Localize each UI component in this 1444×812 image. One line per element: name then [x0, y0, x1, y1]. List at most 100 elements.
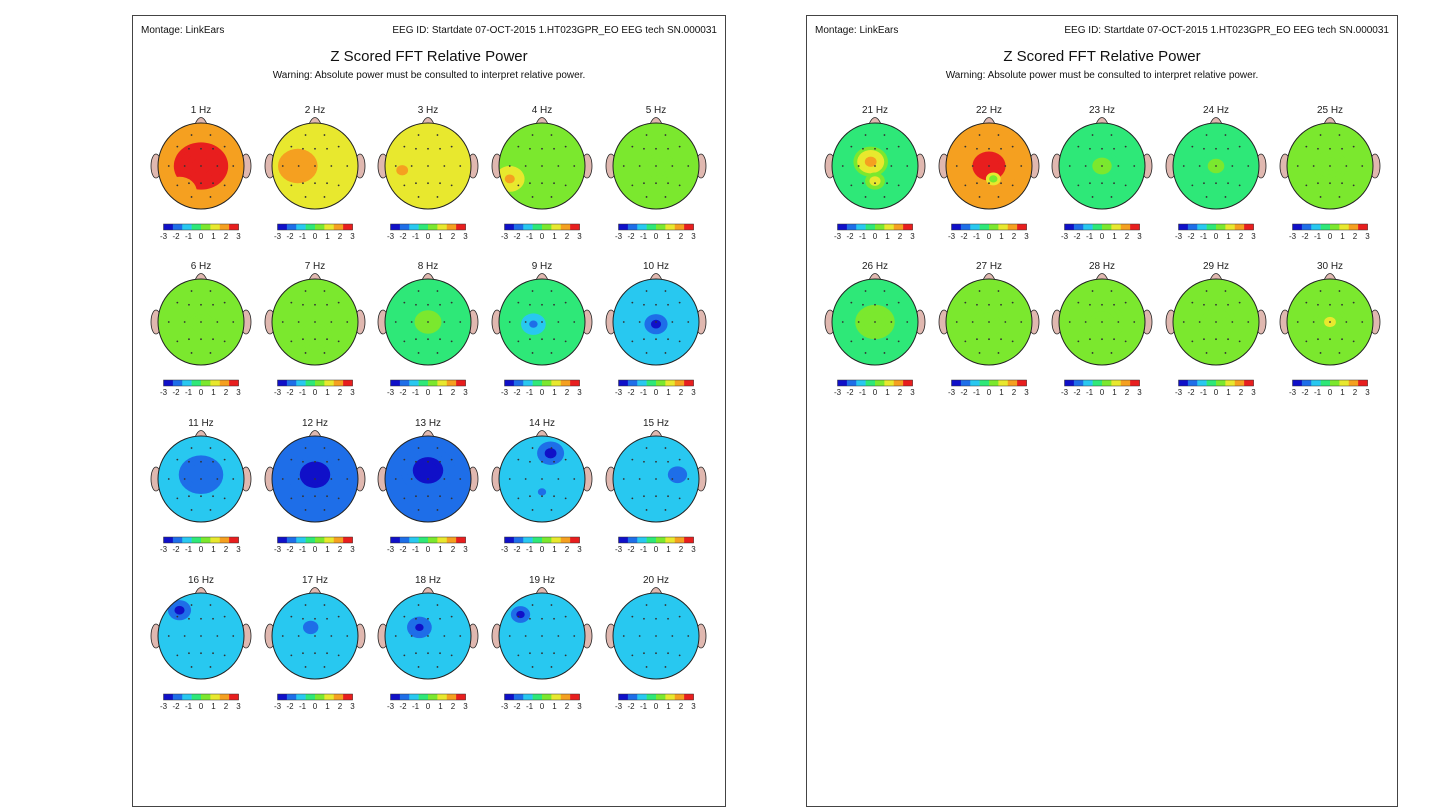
electrode-dot: [564, 654, 567, 657]
electrode-dot: [1247, 321, 1250, 323]
colorbar-segment: [1130, 224, 1140, 230]
map-region: [418, 462, 438, 479]
electrode-dot: [346, 635, 349, 637]
colorbar-tick-label: 0: [426, 232, 431, 241]
electrode-dot: [417, 352, 420, 354]
colorbar-tick-label: -1: [526, 702, 534, 711]
electrode-dot: [655, 165, 657, 167]
electrode-dot: [304, 666, 307, 668]
electrode-dot: [1227, 303, 1229, 306]
electrode-dot: [403, 301, 406, 304]
map-region: [396, 165, 409, 176]
electrode-dot: [1101, 338, 1103, 341]
electrode-dot: [638, 321, 641, 323]
electrode-dot: [886, 303, 888, 306]
colorbar-segment: [286, 380, 297, 386]
colorbar-frame: [1292, 379, 1368, 387]
colorbar-segment: [856, 224, 866, 230]
map-region: [650, 319, 662, 329]
colorbar-tick-label: -1: [640, 232, 648, 241]
electrode-dot: [1113, 303, 1115, 306]
colorbar-segment: [560, 694, 571, 700]
colorbar-segment: [884, 380, 895, 386]
colorbar-tick-label: 3: [691, 232, 696, 241]
electrode-dot: [190, 447, 193, 449]
report-page-1: Montage: LinkEars EEG ID: Startdate 07-O…: [132, 15, 726, 807]
electrode-dot: [643, 495, 645, 498]
electrode-dot: [302, 303, 304, 306]
electrode-dot: [850, 184, 853, 187]
topomap-15hz: 15 Hz -3 -2 -1 0 1 2 3: [605, 418, 707, 554]
topomap-grid-page-2: 21 Hz-3 -2 -1 0 1 2 322 Hz-3 -2 -1 0 1 2 323 Hz-3 -2-…: [824, 105, 1381, 397]
electrode-dot: [906, 321, 909, 323]
colorbar-segment: [656, 224, 666, 230]
electrode-dot: [564, 145, 567, 148]
electrode-dot: [622, 478, 625, 480]
colorbar-segment: [1244, 224, 1254, 230]
electrode-dot: [326, 652, 328, 655]
colorbar-tick-label: -1: [412, 545, 420, 554]
colorbar-segment: [1234, 224, 1245, 230]
colorbar-segment: [884, 224, 895, 230]
colorbar-tick-label: -2: [846, 232, 854, 241]
colorbar-tick-label: 0: [540, 702, 545, 711]
electrode-dot: [976, 303, 978, 306]
colorbar-segment: [560, 224, 571, 230]
colorbar-segment: [1348, 224, 1359, 230]
colorbar-tick-label: 0: [199, 232, 204, 241]
colorbar-segment: [399, 537, 410, 543]
electrode-dot: [655, 460, 657, 463]
topomap-23hz: 23 Hz -3 -2 -1 0 1 2 3: [1051, 105, 1153, 241]
electrode-dot: [290, 145, 293, 148]
electrode-dot: [188, 617, 190, 620]
colorbar-tick-label: 1: [552, 388, 557, 397]
electrode-dot: [655, 338, 657, 341]
colorbar-segment: [446, 694, 457, 700]
colorbar-tick-label: -2: [627, 702, 635, 711]
electrode-dot: [1113, 147, 1115, 150]
electrode-dot: [443, 321, 446, 323]
electrode-dot: [176, 497, 179, 500]
colorbar-tick-label: 0: [313, 388, 318, 397]
electrode-dot: [529, 182, 531, 185]
colorbar-segment: [1225, 224, 1236, 230]
colorbar-segment: [343, 537, 353, 543]
colorbar: -3 -2 -1 0 1 2 3: [834, 379, 915, 397]
electrode-dot: [427, 652, 429, 655]
frequency-label: 4 Hz: [532, 105, 553, 116]
colorbar-tick-label: 2: [338, 702, 343, 711]
colorbar-segment: [418, 224, 429, 230]
electrode-dot: [176, 301, 179, 304]
electrode-dot: [1341, 338, 1343, 341]
colorbar-segment: [1007, 380, 1018, 386]
colorbar-tick-label: 3: [1024, 232, 1029, 241]
electrode-dot: [643, 460, 645, 463]
colorbar-segment: [1292, 380, 1303, 386]
colorbar-tick-label: -3: [501, 232, 509, 241]
electrode-dot: [541, 182, 543, 185]
electrode-dot: [212, 303, 214, 306]
colorbar-segment: [875, 380, 885, 386]
electrode-dot: [671, 321, 674, 323]
electrode-dot: [314, 617, 316, 620]
colorbar-segment: [1197, 224, 1207, 230]
topomap-21hz: 21 Hz -3 -2 -1 0 1 2 3: [824, 105, 926, 241]
colorbar-frame: [951, 223, 1027, 231]
electrode-dot: [1238, 340, 1241, 343]
electrode-dot: [645, 666, 648, 668]
colorbar-tick-label: 1: [999, 232, 1004, 241]
colorbar-segment: [504, 224, 515, 230]
colorbar-tick-label: 2: [224, 232, 229, 241]
colorbar-segment: [504, 537, 515, 543]
colorbar-segment: [837, 380, 848, 386]
electrode-dot: [417, 447, 420, 449]
colorbar-segment: [504, 694, 515, 700]
electrode-dot: [337, 340, 340, 343]
electrode-dot: [212, 652, 214, 655]
electrode-dot: [508, 165, 511, 167]
electrode-dot: [1312, 321, 1315, 323]
topomap-16hz: 16 Hz -3 -2 -1 0 1 2 3: [150, 575, 252, 711]
colorbar-tick-label: -1: [859, 388, 867, 397]
electrode-dot: [857, 165, 860, 167]
electrode-dot: [337, 458, 340, 461]
